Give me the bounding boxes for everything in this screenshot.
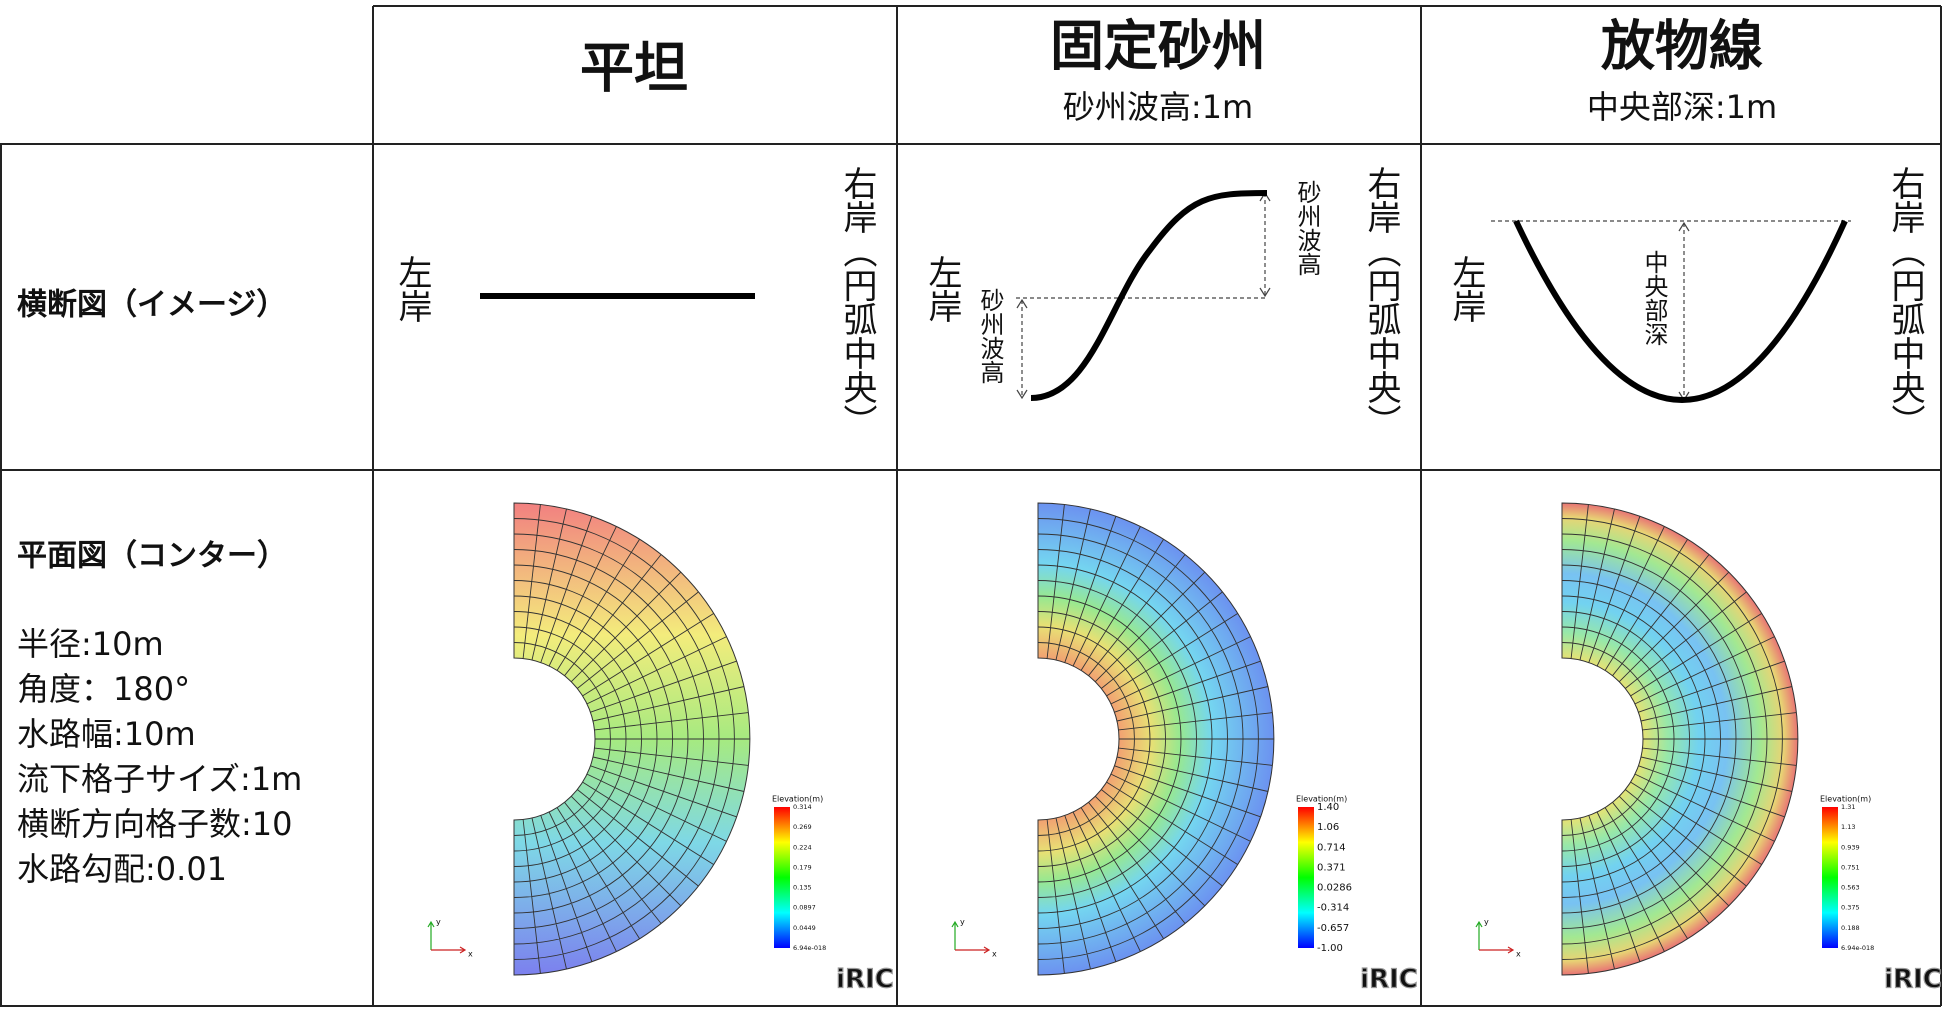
legend-tick: 1.13 (1841, 823, 1855, 831)
column-title: 固定砂州 (1050, 15, 1266, 78)
right-bank: 右岸（円弧中央） (1361, 166, 1401, 438)
annotation: 中央部深 (1640, 250, 1668, 346)
legend-tick: 0.0286 (1317, 883, 1352, 894)
parameter: 横断方向格子数:10 (17, 805, 293, 843)
legend-tick: 0.135 (793, 884, 812, 892)
bar-profile (1016, 190, 1271, 401)
logo: iRIC (836, 965, 894, 995)
row-label: 横断図（イメージ） (17, 288, 286, 323)
legend-tick: 0.188 (1841, 924, 1860, 932)
color-bar (774, 807, 790, 948)
legend-title: Elevation(m) (1820, 795, 1871, 804)
legend-tick: 0.371 (1317, 862, 1346, 873)
axis-label-x: x (992, 950, 997, 959)
left-bank: 左岸 (392, 255, 432, 323)
parameter: 半径:10m (17, 625, 164, 663)
logo: iRIC (1884, 965, 1942, 995)
contour-plot: Elevation(m)0.314 0.269 0.224 0.179 0.135 0.0… (427, 502, 894, 995)
annotation: 砂州波高 (976, 288, 1004, 384)
axis-glyph-y (1475, 920, 1483, 950)
axis-glyph-x (955, 946, 991, 954)
column-title: 放物線 (1601, 15, 1763, 78)
column-subtitle: 砂州波高:1m (1063, 88, 1253, 126)
parabola-profile (1491, 219, 1851, 404)
legend-tick: 1.06 (1317, 822, 1339, 833)
column-subtitle: 中央部深:1m (1587, 88, 1777, 126)
axis-label-y: y (1484, 918, 1489, 927)
color-bar (1822, 807, 1838, 948)
legend-tick: 0.314 (793, 803, 812, 811)
legend-tick: 1.40 (1317, 802, 1339, 813)
axis-label-x: x (1516, 950, 1521, 959)
left-bank: 左岸 (1446, 255, 1486, 323)
right-bank: 右岸（円弧中央） (1885, 166, 1925, 438)
parameter: 流下格子サイズ:1m (17, 760, 302, 798)
mesh (1561, 504, 1798, 974)
axis-glyph-y (951, 920, 959, 950)
legend-tick: 0.0897 (793, 904, 816, 912)
annotation: 砂州波高 (1293, 180, 1321, 276)
right-bank: 右岸（円弧中央） (837, 166, 877, 438)
mesh-outline (1037, 502, 1275, 976)
parameter: 水路幅:10m (17, 715, 196, 753)
legend-tick: 0.563 (1841, 884, 1860, 892)
legend-tick: 0.179 (793, 863, 812, 871)
mesh-outline (513, 502, 751, 976)
axis-glyph-x (431, 946, 467, 954)
legend-tick: 0.751 (1841, 863, 1860, 871)
legend-tick: 6.94e-018 (1841, 944, 1874, 952)
legend-tick: 0.0449 (793, 924, 816, 932)
legend-tick: -0.314 (1317, 903, 1349, 914)
parameter: 角度：180° (17, 670, 190, 708)
legend-title: Elevation(m) (772, 795, 823, 804)
legend-title: Elevation(m) (1296, 795, 1347, 804)
legend-tick: 1.31 (1841, 803, 1855, 811)
mesh (513, 504, 750, 974)
contour-plot: Elevation(m)1.31 1.13 0.939 0.751 0.563 0.375… (1475, 502, 1942, 995)
table-borders (0, 5, 1942, 1007)
mesh-outline (1561, 502, 1799, 976)
legend-tick: 6.94e-018 (793, 944, 826, 952)
legend-tick: 0.939 (1841, 843, 1860, 851)
axis-label-y: y (960, 918, 965, 927)
mesh (1037, 504, 1274, 974)
contour-plot: Elevation(m)1.40 1.06 0.714 0.371 0.0286 -0.3… (951, 502, 1418, 995)
legend-tick: -1.00 (1317, 943, 1343, 954)
axis-glyph-x (1479, 946, 1515, 954)
color-bar (1298, 807, 1314, 948)
legend-tick: 0.375 (1841, 904, 1860, 912)
legend-tick: 0.714 (1317, 842, 1346, 853)
axis-glyph-y (427, 920, 435, 950)
axis-label-y: y (436, 918, 441, 927)
axis-label-x: x (468, 950, 473, 959)
left-bank: 左岸 (922, 255, 962, 323)
column-title: 平坦 (580, 37, 688, 100)
row-label: 平面図（コンター） (17, 539, 287, 574)
contours: Elevation(m)0.3140.2690.2240.1790.1350.0… (427, 502, 1942, 995)
parameter: 水路勾配:0.01 (17, 850, 227, 888)
logo: iRIC (1360, 965, 1418, 995)
legend-tick: -0.657 (1317, 923, 1349, 934)
legend-tick: 0.224 (793, 843, 812, 851)
legend-tick: 0.269 (793, 823, 812, 831)
